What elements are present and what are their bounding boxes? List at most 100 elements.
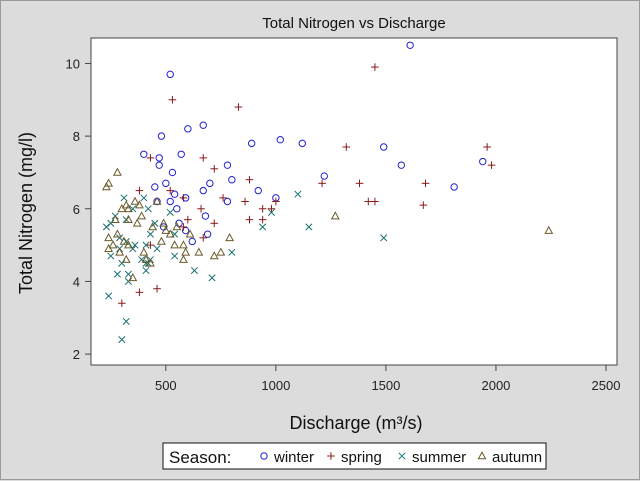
data-point-spring [199, 234, 208, 242]
data-point-spring [318, 179, 326, 188]
data-point-autumn [156, 236, 166, 245]
x-tick-label: 500 [155, 378, 177, 393]
series-autumn [101, 167, 554, 282]
data-point-spring [241, 197, 249, 206]
data-point-winter [320, 172, 328, 180]
data-point-autumn [104, 178, 114, 187]
data-point-spring [118, 299, 126, 308]
data-point-summer [131, 241, 139, 249]
data-point-spring [199, 154, 208, 162]
data-point-spring [234, 103, 243, 111]
data-point-autumn [137, 211, 147, 220]
data-point-summer [107, 219, 115, 227]
data-point-autumn [209, 251, 219, 260]
data-point-spring [371, 197, 379, 206]
y-tick-label: 2 [73, 347, 80, 362]
data-point-spring [421, 179, 430, 188]
data-point-summer [166, 208, 174, 216]
data-point-winter [254, 186, 262, 195]
data-point-spring [272, 197, 280, 206]
data-point-summer [116, 234, 124, 242]
data-point-autumn [130, 196, 140, 205]
legend: Season: winter spring summer autumn [162, 442, 547, 470]
data-point-autumn [119, 236, 129, 245]
data-point-autumn [161, 225, 171, 234]
data-point-summer [144, 205, 152, 213]
data-point-spring [210, 219, 219, 228]
data-point-spring [179, 194, 188, 202]
data-point-summer [305, 223, 313, 231]
data-point-autumn [194, 247, 204, 256]
chart-title: Total Nitrogen vs Discharge [262, 15, 445, 32]
data-point-autumn [104, 243, 114, 253]
series-spring [118, 63, 496, 308]
data-point-autumn [181, 247, 191, 256]
data-point-winter [406, 41, 414, 49]
data-point-spring [245, 215, 254, 224]
data-point-winter [157, 132, 166, 140]
legend-label-spring: spring [341, 449, 382, 466]
data-point-winter [168, 168, 177, 177]
data-point-winter [199, 186, 207, 195]
data-point-spring [483, 143, 491, 151]
y-axis: 2 4 6 8 10 [66, 56, 91, 362]
data-point-autumn [216, 247, 226, 256]
data-point-spring [179, 223, 188, 231]
data-point-winter [155, 161, 163, 169]
data-point-winter [228, 176, 236, 184]
data-point-spring [135, 186, 144, 195]
data-point-summer [120, 194, 128, 202]
data-point-spring [184, 215, 192, 224]
y-axis-title: Total Nitrogen (mg/l) [16, 132, 36, 294]
data-point-winter [247, 139, 256, 148]
data-point-summer [228, 248, 236, 256]
data-point-summer [259, 223, 267, 231]
data-point-winter [298, 139, 306, 148]
data-point-winter [188, 237, 196, 246]
x-axis-title: Discharge (m³/s) [289, 413, 422, 433]
data-point-summer [171, 252, 179, 260]
data-point-winter [162, 179, 170, 188]
data-point-winter [479, 157, 487, 166]
plot-area [90, 37, 618, 366]
data-point-autumn [145, 258, 155, 267]
data-point-spring [371, 63, 379, 71]
data-point-summer [138, 256, 146, 264]
data-point-summer [124, 270, 132, 278]
data-point-spring [166, 186, 175, 195]
data-point-autumn [101, 182, 111, 191]
data-point-summer [142, 266, 150, 275]
data-point-autumn [108, 240, 118, 249]
data-point-winter [206, 179, 214, 188]
data-point-summer [267, 208, 276, 216]
data-point-autumn [112, 229, 122, 238]
data-point-autumn [121, 254, 131, 263]
data-point-summer [102, 223, 110, 231]
data-point-autumn [123, 240, 133, 249]
data-point-autumn [178, 240, 188, 249]
data-point-summer [122, 317, 130, 325]
data-point-autumn [148, 222, 158, 231]
data-point-autumn [104, 232, 114, 242]
data-point-spring [146, 241, 155, 249]
data-point-winter [177, 150, 185, 158]
data-point-spring [153, 284, 161, 293]
data-point-autumn [123, 214, 133, 223]
data-point-spring [267, 204, 276, 213]
data-point-summer [151, 219, 159, 227]
data-point-spring [146, 154, 155, 162]
data-point-summer [140, 194, 148, 202]
data-point-summer [146, 230, 154, 238]
data-point-spring [487, 161, 496, 169]
data-point-summer [380, 234, 388, 242]
data-point-summer [190, 266, 198, 275]
data-point-summer [107, 252, 115, 260]
data-point-winter [170, 190, 179, 198]
data-point-spring [210, 165, 219, 173]
data-point-winter [166, 70, 174, 79]
data-point-summer [171, 230, 179, 238]
data-point-spring [355, 179, 364, 188]
data-point-winter [151, 183, 159, 191]
legend-box [162, 442, 547, 470]
data-point-winter [166, 197, 174, 206]
